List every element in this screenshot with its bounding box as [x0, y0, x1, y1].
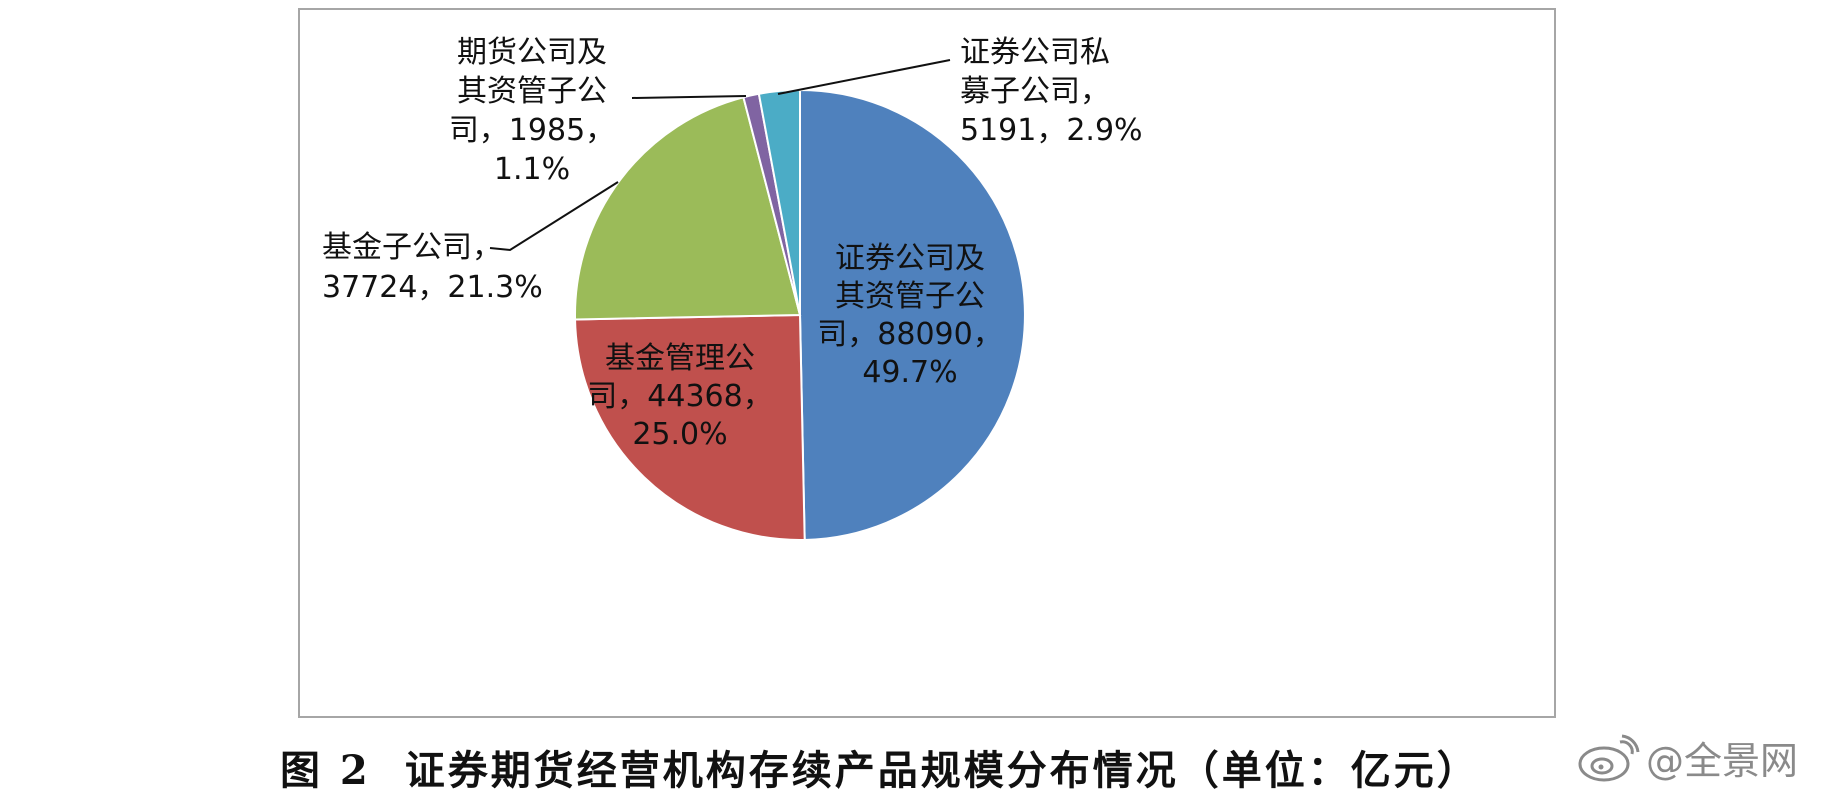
slice-label-line: 5191，2.9% [960, 113, 1143, 148]
watermark: @全景网 [1576, 730, 1798, 785]
slice-label-line: 证券公司及 [835, 241, 985, 276]
slice-label: 证券公司及其资管子公司，88090， 49.7% [817, 241, 1002, 390]
slice-label-line: 49.7% [862, 355, 957, 390]
slice-label: 证券公司私募子公司， 5191，2.9% [960, 35, 1143, 148]
slice-label-line: 1.1% [494, 152, 570, 187]
weibo-icon [1578, 734, 1640, 781]
slice-label-line: 期货公司及 [457, 35, 607, 70]
pie-slice [574, 96, 802, 321]
leader-line [489, 181, 619, 252]
figure-number: 图 2 [280, 747, 371, 794]
slice-label-line: 其资管子公 [457, 74, 607, 109]
pie-slice [799, 88, 1026, 541]
slice-label: 基金子公司， 37724，21.3% [322, 230, 543, 305]
chart-frame: 证券公司及其资管子公司，88090， 49.7% 基金管理公司，44368， 25.0… [298, 8, 1556, 718]
slice-label-line: 其资管子公 [835, 279, 985, 314]
slice-label: 期货公司及其资管子公司，1985， 1.1% [449, 35, 615, 187]
slice-label-line: 25.0% [632, 417, 727, 452]
figure-caption-text: 证券期货经营机构存续产品规模分布情况（单位：亿元） [404, 747, 1480, 794]
leader-line [777, 59, 951, 95]
slice-label-line: 基金管理公 [605, 341, 755, 376]
slice-label: 基金管理公司，44368， 25.0% [587, 341, 772, 452]
slice-label-line: 司，88090， [817, 317, 1002, 352]
slice-label-line: 37724，21.3% [322, 270, 543, 305]
figure-caption: 图 2 证券期货经营机构存续产品规模分布情况（单位：亿元） [280, 738, 1480, 796]
leader-line [631, 95, 747, 99]
pie-slice [574, 313, 806, 541]
slice-label-line: 基金子公司， [322, 230, 502, 265]
slice-label-line: 募子公司， [960, 74, 1110, 109]
pie-chart: 证券公司及其资管子公司，88090， 49.7%基金管理公司，44368， 25.0… [322, 35, 1143, 541]
slice-label-line: 证券公司私 [960, 35, 1110, 70]
slice-label-line: 司，44368， [587, 379, 772, 414]
watermark-text: @全景网 [1646, 739, 1799, 783]
slice-label-line: 司，1985， [449, 113, 615, 148]
